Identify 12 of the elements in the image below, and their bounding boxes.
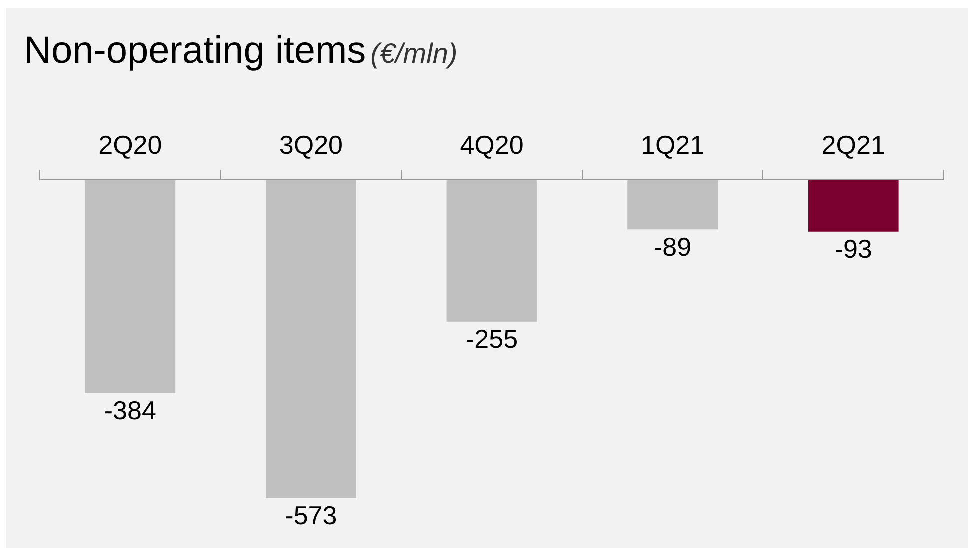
x-tick-label: 2Q20 <box>98 130 162 160</box>
x-tick-label: 2Q21 <box>822 130 886 160</box>
chart-subtitle: (€/mln) <box>370 38 458 69</box>
chart-title: Non-operating items <box>24 30 366 72</box>
x-tick-label: 1Q21 <box>640 130 705 160</box>
data-label: -255 <box>466 324 518 354</box>
data-label: -93 <box>834 234 872 264</box>
data-label: -384 <box>104 396 156 426</box>
data-label: -89 <box>654 232 692 262</box>
x-tick-label: 3Q20 <box>279 130 344 160</box>
data-label: -573 <box>285 500 338 531</box>
x-tick-label: 4Q20 <box>460 130 524 160</box>
